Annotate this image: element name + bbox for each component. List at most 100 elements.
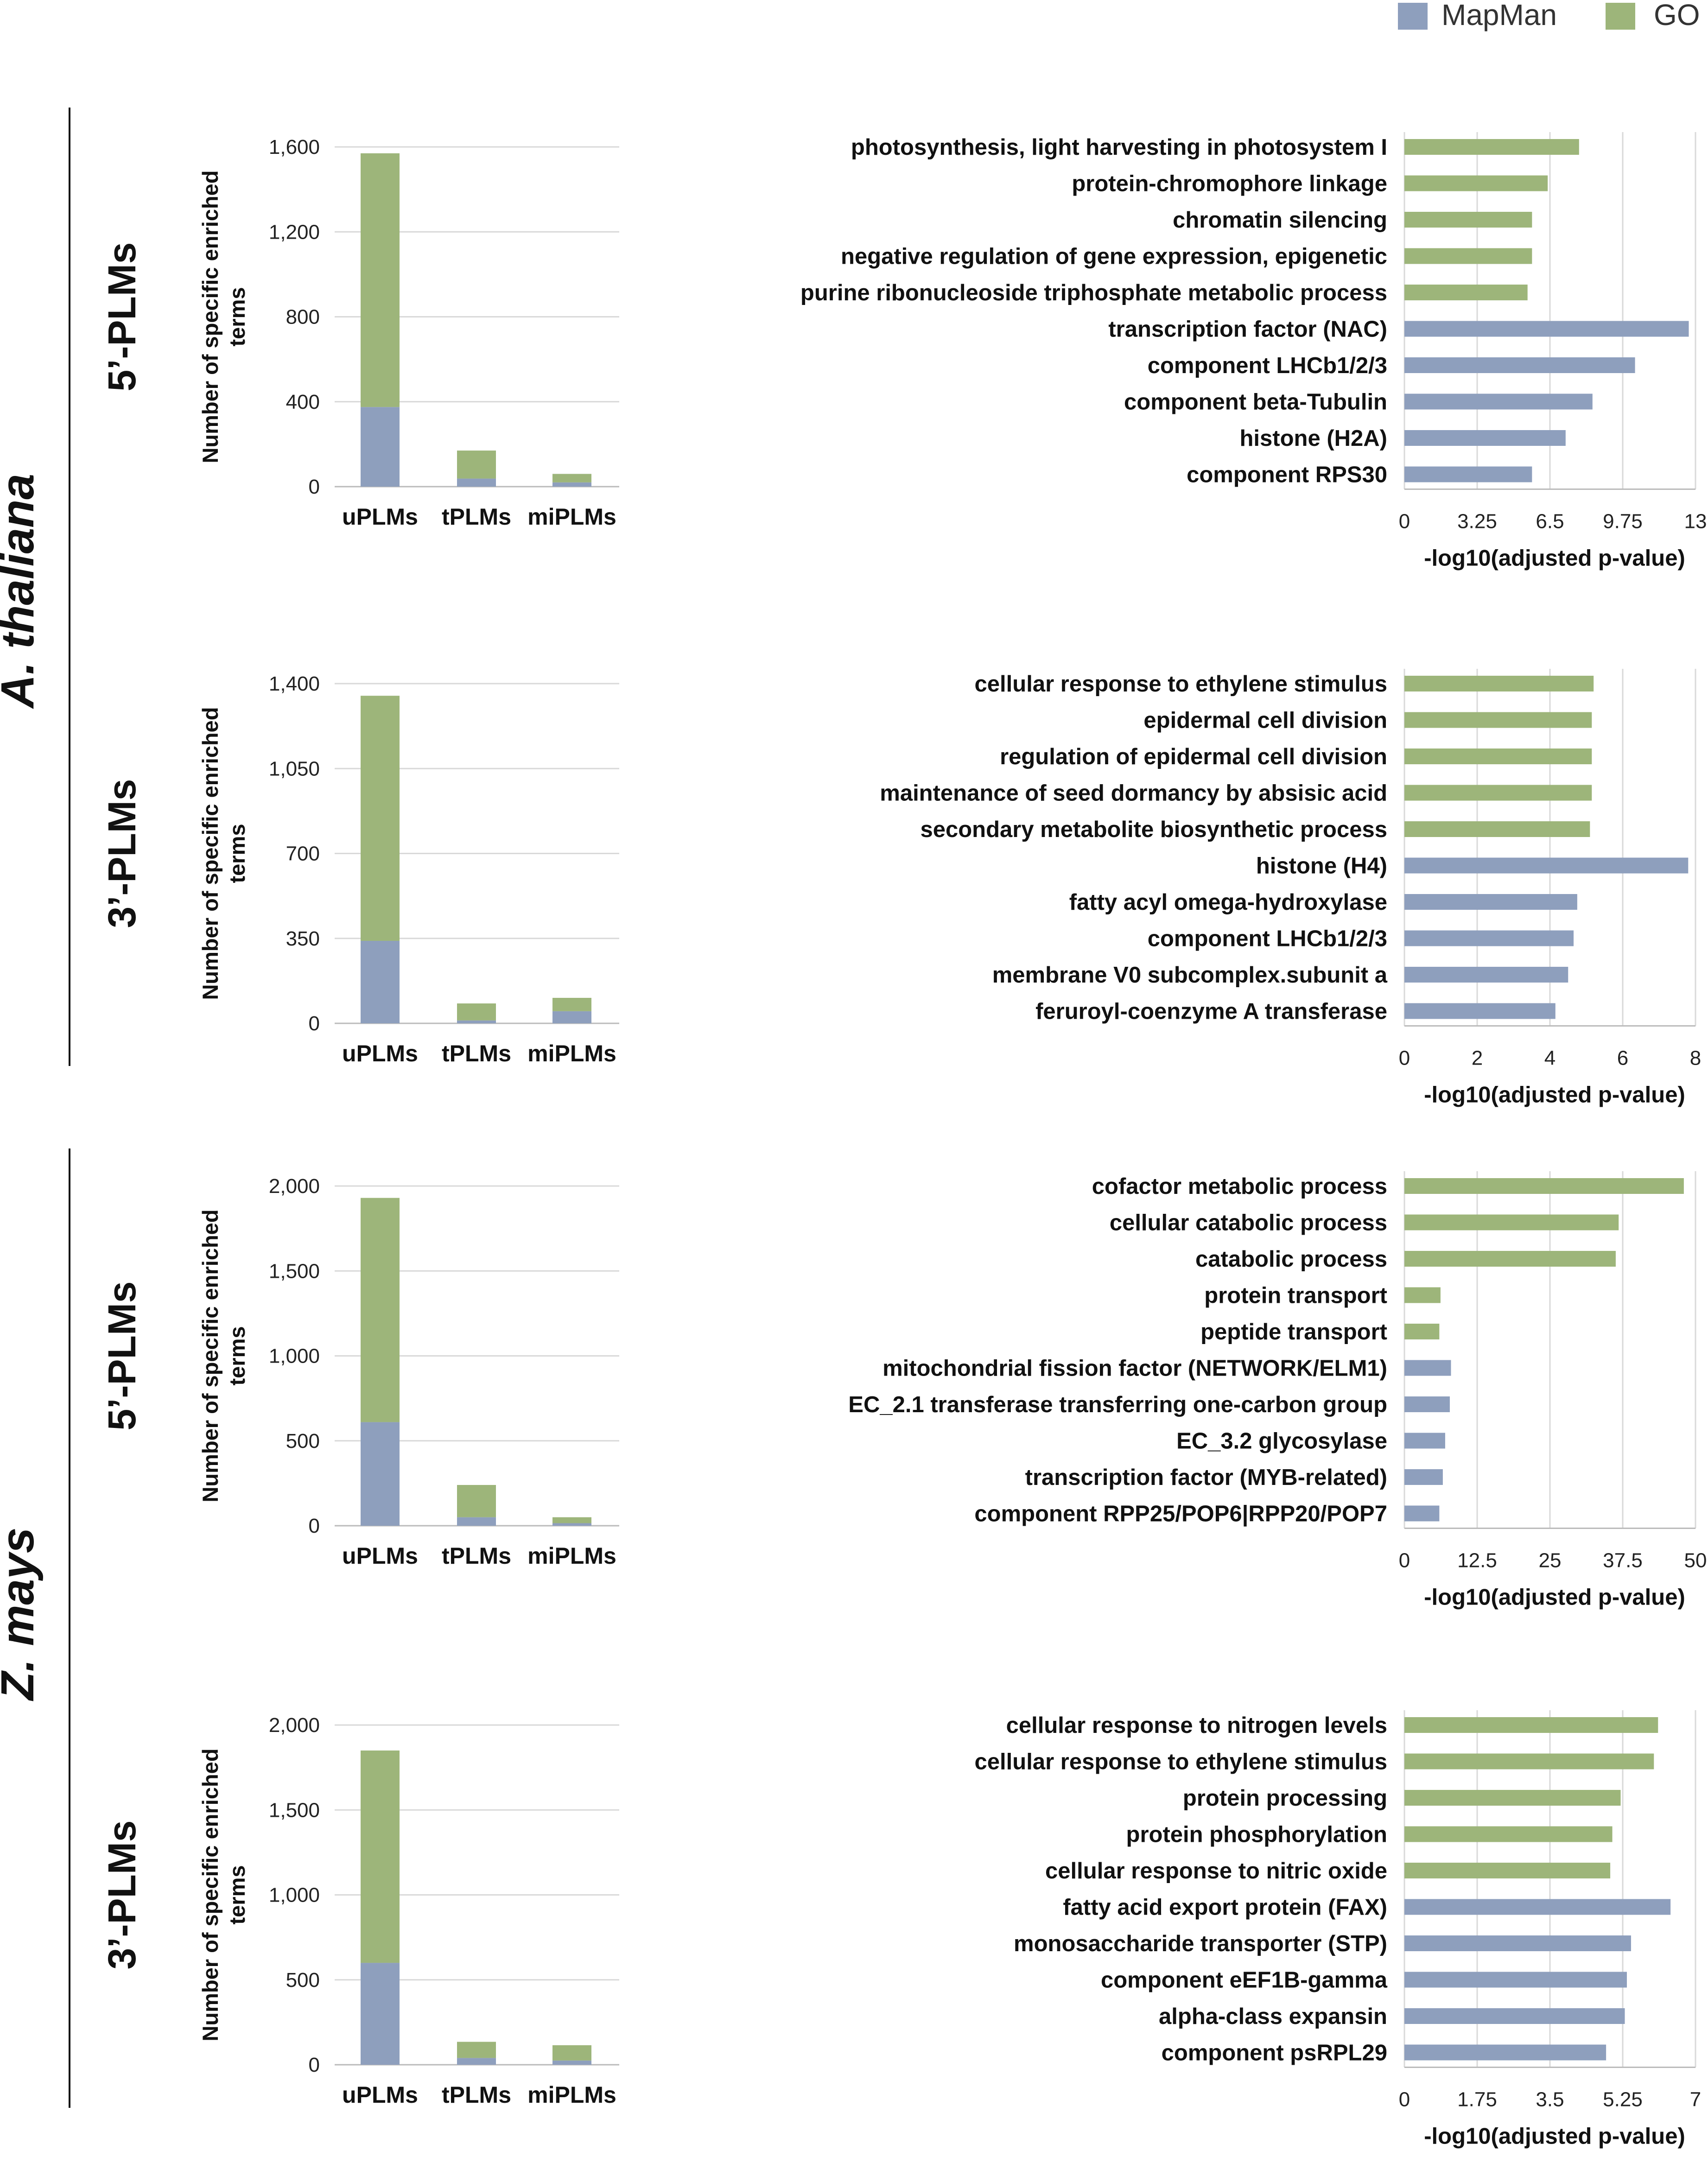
bar-go-uPLMs bbox=[361, 1750, 400, 1963]
bar-mapman-miPLMs bbox=[552, 2060, 591, 2065]
chart-zm3: 3’-PLMs Number of specific enriched terms 0… bbox=[100, 1714, 619, 2108]
term-label: histone (H2A) bbox=[1240, 426, 1388, 451]
bar-go bbox=[1404, 285, 1528, 300]
bar-go-tPLMs bbox=[457, 450, 496, 479]
term-label: photosynthesis, light harvesting in phot… bbox=[851, 135, 1387, 160]
bar-mapman bbox=[1404, 466, 1532, 482]
term-label: secondary metabolite biosynthetic proces… bbox=[920, 817, 1387, 842]
term-label: histone (H4) bbox=[1256, 854, 1387, 879]
term-label: transcription factor (NAC) bbox=[1108, 317, 1387, 342]
term-label: mitochondrial fission factor (NETWORK/EL… bbox=[883, 1356, 1387, 1381]
x-tick-label: 0 bbox=[1399, 1047, 1410, 1070]
term-label: epidermal cell division bbox=[1143, 708, 1387, 733]
term-label: cellular catabolic process bbox=[1110, 1211, 1387, 1236]
term-label: component LHCb1/2/3 bbox=[1148, 353, 1387, 378]
x-tick-label: 4 bbox=[1544, 1047, 1556, 1070]
bar-mapman bbox=[1404, 1433, 1445, 1449]
legend-go-swatch bbox=[1606, 3, 1635, 30]
bar-mapman-miPLMs bbox=[552, 482, 591, 487]
term-label: component psRPL29 bbox=[1162, 2041, 1387, 2066]
bar-go-miPLMs bbox=[552, 998, 591, 1011]
bar-mapman bbox=[1404, 967, 1568, 983]
bar-go-miPLMs bbox=[552, 1517, 591, 1523]
x-tick-label: 3.5 bbox=[1536, 2088, 1564, 2111]
term-label: membrane V0 subcomplex.subunit a bbox=[992, 963, 1388, 988]
bar-mapman bbox=[1404, 1396, 1450, 1412]
bar-mapman bbox=[1404, 1972, 1627, 1988]
y-axis-title: terms bbox=[225, 287, 249, 346]
species-label-z-mays: Z. mays bbox=[0, 1528, 44, 1701]
bar-mapman-uPLMs bbox=[361, 1963, 400, 2065]
legend: MapMan GO bbox=[1398, 0, 1700, 32]
chart-zm5h: 0 12.5 25 37.5 50 -log10(adjusted p-value) cof… bbox=[848, 1171, 1707, 1610]
bar-go bbox=[1404, 676, 1594, 691]
term-label: protein-chromophore linkage bbox=[1072, 171, 1387, 197]
bar-go bbox=[1404, 1178, 1684, 1194]
panels: 5’-PLMs Number of specific enriched terms0… bbox=[100, 132, 1707, 2149]
y-axis-title: terms bbox=[225, 1865, 249, 1924]
y-tick-label: 1,600 bbox=[269, 136, 320, 159]
bar-go bbox=[1404, 1826, 1613, 1842]
x-tick-label: 37.5 bbox=[1603, 1549, 1643, 1572]
bar-mapman bbox=[1404, 1360, 1451, 1376]
term-label: component LHCb1/2/3 bbox=[1148, 926, 1387, 951]
bar-go-tPLMs bbox=[457, 2042, 496, 2058]
term-label: regulation of epidermal cell division bbox=[1000, 744, 1387, 769]
bar-mapman-tPLMs bbox=[457, 1020, 496, 1023]
y-tick-label: 0 bbox=[309, 1515, 320, 1537]
category-label: tPLMs bbox=[442, 1040, 511, 1066]
y-tick-label: 2,000 bbox=[269, 1714, 320, 1737]
bar-mapman-uPLMs bbox=[361, 407, 400, 487]
bar-go-uPLMs bbox=[361, 696, 400, 941]
y-tick-label: 0 bbox=[309, 2054, 320, 2076]
term-label: maintenance of seed dormancy by absisic … bbox=[880, 781, 1387, 806]
x-axis-title: -log10(adjusted p-value) bbox=[1424, 1585, 1685, 1610]
bar-go bbox=[1404, 248, 1532, 264]
term-label: cellular response to ethylene stimulus bbox=[975, 1750, 1387, 1775]
term-label: protein transport bbox=[1204, 1283, 1387, 1308]
term-label: fatty acid export protein (FAX) bbox=[1063, 1895, 1387, 1920]
y-axis-title: Number of specific enriched bbox=[198, 707, 222, 1000]
y-axis-title: terms bbox=[225, 824, 249, 883]
row-label: 3’-PLMs bbox=[100, 779, 144, 928]
y-tick-label: 500 bbox=[286, 1430, 320, 1453]
bar-mapman-miPLMs bbox=[552, 1011, 591, 1023]
y-axis-title: Number of specific enriched bbox=[198, 1748, 222, 2041]
category-label: uPLMs bbox=[342, 2082, 418, 2108]
x-tick-label: 0 bbox=[1399, 2088, 1410, 2111]
term-label: protein phosphorylation bbox=[1126, 1822, 1387, 1847]
row-label: 3’-PLMs bbox=[100, 1820, 144, 1969]
chart-zm3h: 0 1.75 3.5 5.25 7-log10(adjusted p-value) cel… bbox=[975, 1710, 1701, 2149]
y-tick-label: 1,500 bbox=[269, 1260, 320, 1282]
y-axis-title: Number of specific enriched bbox=[198, 1209, 222, 1502]
term-label: fatty acyl omega-hydroxylase bbox=[1069, 890, 1387, 915]
chart-at5: 5’-PLMs Number of specific enriched terms 0… bbox=[100, 136, 619, 530]
y-tick-label: 400 bbox=[286, 391, 320, 413]
species-label-a-thaliana: A. thaliana bbox=[0, 474, 44, 710]
y-tick-label: 1,200 bbox=[269, 221, 320, 243]
term-label: component beta-Tubulin bbox=[1124, 390, 1387, 415]
bar-go-tPLMs bbox=[457, 1485, 496, 1517]
bar-go bbox=[1404, 1717, 1658, 1733]
bar-go bbox=[1404, 139, 1579, 155]
row-label: 5’-PLMs bbox=[100, 1281, 144, 1430]
x-tick-label: 9.75 bbox=[1603, 510, 1643, 533]
bar-mapman bbox=[1404, 1935, 1631, 1951]
y-tick-label: 2,000 bbox=[269, 1175, 320, 1198]
bar-go bbox=[1404, 748, 1592, 764]
bar-go bbox=[1404, 1251, 1616, 1267]
bar-mapman bbox=[1404, 321, 1689, 337]
bar-mapman-tPLMs bbox=[457, 478, 496, 487]
x-tick-label: 1.75 bbox=[1457, 2088, 1497, 2111]
bar-go bbox=[1404, 1863, 1611, 1878]
y-tick-label: 500 bbox=[286, 1969, 320, 1992]
y-tick-label: 0 bbox=[309, 1012, 320, 1035]
term-label: peptide transport bbox=[1200, 1319, 1387, 1345]
x-tick-label: 12.5 bbox=[1457, 1549, 1497, 1572]
x-tick-label: 0 bbox=[1399, 1549, 1410, 1572]
y-tick-label: 700 bbox=[286, 843, 320, 865]
category-label: tPLMs bbox=[442, 2082, 511, 2108]
chart-at5h: 0 3.25 6.5 9.75 13 -log10(adjusted p-value) ph… bbox=[800, 132, 1707, 571]
bar-mapman bbox=[1404, 894, 1577, 910]
bar-mapman bbox=[1404, 930, 1574, 946]
